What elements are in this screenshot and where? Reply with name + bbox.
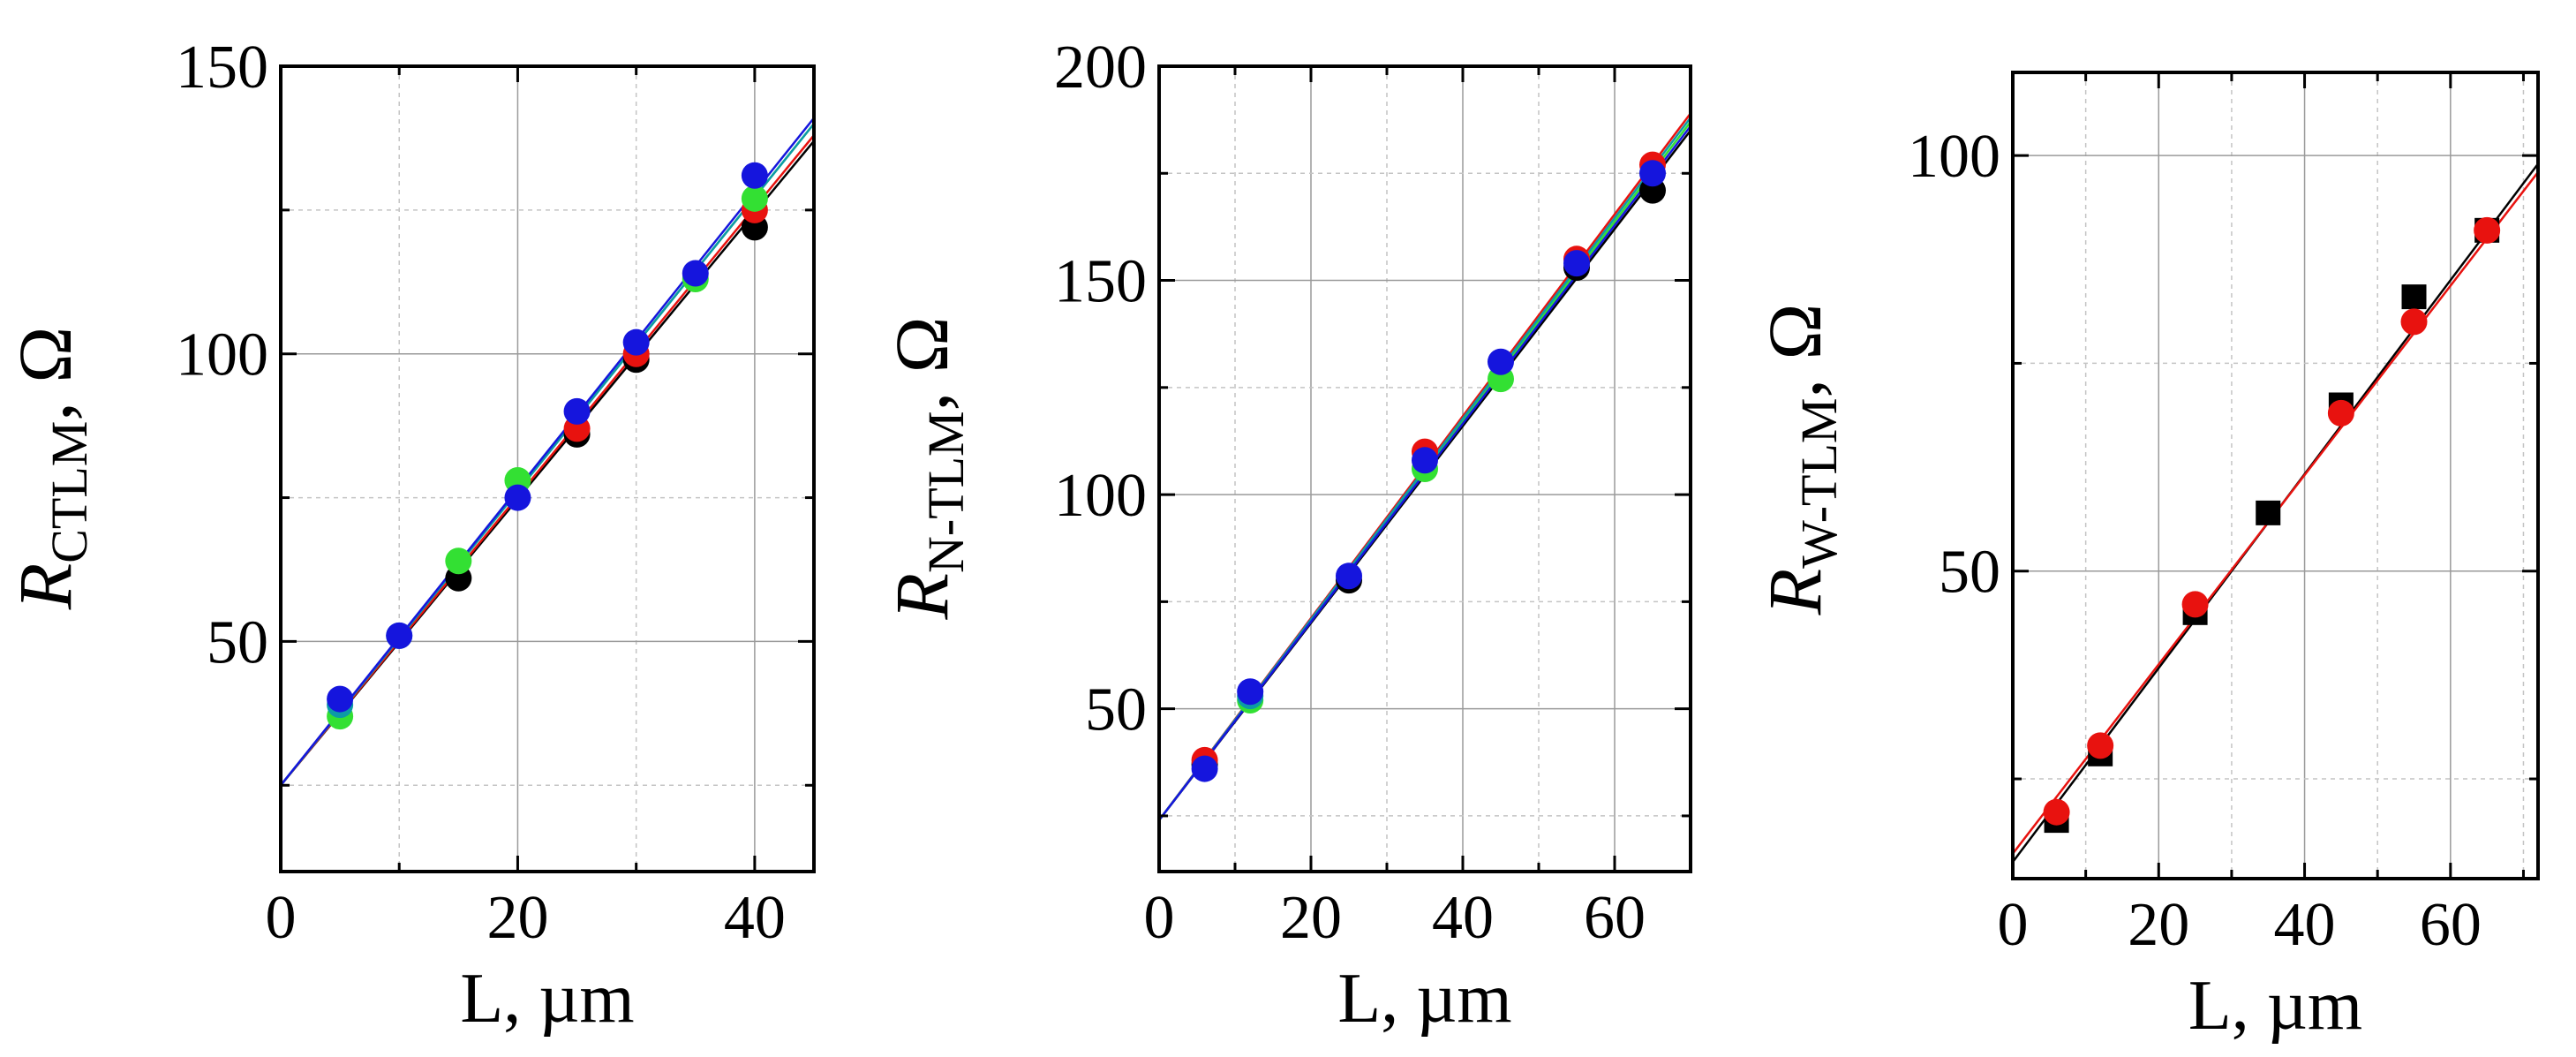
x-axis-label: L, µm <box>460 960 634 1038</box>
y-axis-label: RCTLM, Ω <box>3 327 98 611</box>
data-point-red <box>2181 591 2209 618</box>
y-axis-label-unit: , Ω <box>3 327 87 421</box>
data-point-blue <box>1563 250 1590 277</box>
y-tick-label: 50 <box>1939 539 2000 607</box>
panel-wtlm: 0 20 40 60 50 100 L, µm RW-TLM, Ω <box>1752 71 2540 1045</box>
data-point-blue <box>1412 447 1438 474</box>
y-tick-label: 150 <box>176 34 268 102</box>
data-point-blue <box>741 162 768 189</box>
data-point-red <box>2327 399 2354 427</box>
data-point-blue <box>1488 348 1514 375</box>
y-axis-label-sub: W-TLM <box>1790 398 1848 569</box>
x-tick-label: 20 <box>2128 891 2189 959</box>
y-tick-label: 100 <box>1054 462 1147 530</box>
data-point-green <box>741 185 768 212</box>
y-axis-label-main: R <box>1752 569 1837 616</box>
data-point-blue <box>504 484 531 511</box>
grid <box>2013 72 2538 879</box>
y-axis-label-unit: , Ω <box>879 316 964 411</box>
y-axis-label-main: R <box>879 573 964 621</box>
data-point-green <box>445 547 472 575</box>
x-tick-label: 40 <box>724 884 786 952</box>
y-tick-label: 50 <box>207 608 268 676</box>
data-point-red <box>2087 732 2114 759</box>
data-point-blue <box>563 397 591 425</box>
y-axis-label: RW-TLM, Ω <box>1752 304 1848 616</box>
x-axis-label: L, µm <box>1337 960 1511 1038</box>
data-point-blue <box>1336 562 1362 590</box>
y-tick-label: 150 <box>1054 248 1147 316</box>
data-point-blue <box>622 328 650 356</box>
data-point-blue <box>682 260 709 287</box>
y-axis-label-sub: CTLM <box>41 421 98 563</box>
grid <box>281 66 814 872</box>
x-tick-label: 20 <box>486 884 548 952</box>
x-tick-label: 20 <box>1280 884 1342 952</box>
panel-ctlm: 0 20 40 50 100 150 L, µm RCTLM, Ω <box>3 34 816 1038</box>
y-tick-label: 200 <box>1054 34 1147 102</box>
data-point-black <box>2256 500 2281 525</box>
x-tick-label: 0 <box>266 884 297 952</box>
data-point-red <box>2474 216 2501 244</box>
data-point-blue <box>1191 755 1218 782</box>
fit-line-blue <box>280 117 815 787</box>
data-point-blue <box>1237 678 1264 706</box>
y-axis-label-main: R <box>3 563 87 611</box>
data-point-blue <box>327 685 354 713</box>
data-point-black <box>2401 284 2427 310</box>
data-point-red <box>2043 798 2070 826</box>
x-tick-label: 60 <box>2420 891 2482 959</box>
x-tick-label: 60 <box>1584 884 1646 952</box>
plot-frame <box>2011 71 2540 880</box>
x-tick-label: 0 <box>1144 884 1175 952</box>
x-tick-label: 40 <box>2274 891 2336 959</box>
y-axis-label-sub: N-TLM <box>917 411 975 573</box>
data-point-red <box>2400 308 2428 336</box>
plot-frame <box>1157 64 1692 873</box>
plot-frame <box>279 64 816 873</box>
x-tick-label: 40 <box>1432 884 1494 952</box>
data-point-blue <box>386 622 413 649</box>
x-axis-label: L, µm <box>2188 967 2362 1045</box>
y-axis-label-unit: , Ω <box>1752 304 1837 398</box>
y-tick-label: 50 <box>1085 676 1147 744</box>
data-point-blue <box>1639 160 1666 187</box>
y-axis-label: RN-TLM, Ω <box>879 316 975 620</box>
panel-ntlm: 0 20 40 60 50 100 150 200 L, µm RN-TLM, Ω <box>879 34 1692 1038</box>
y-tick-label: 100 <box>176 321 268 389</box>
x-tick-label: 0 <box>1998 891 2029 959</box>
fit-line-red <box>280 134 815 787</box>
y-tick-label: 100 <box>1908 123 2000 191</box>
